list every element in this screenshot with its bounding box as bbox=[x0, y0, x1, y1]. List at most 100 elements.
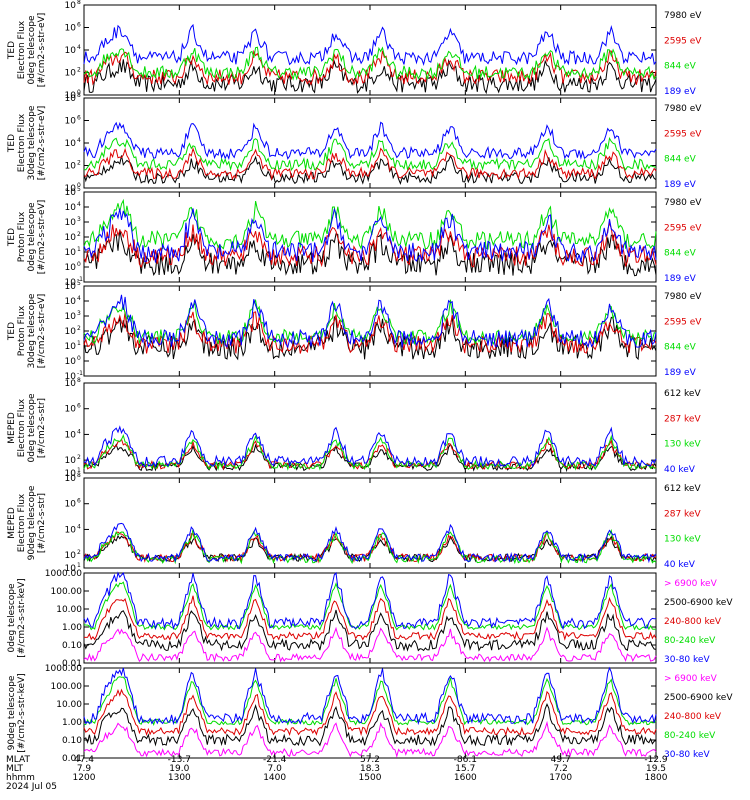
footer-tick-label: 1400 bbox=[263, 773, 286, 783]
legend-entry: 2500-6900 keV bbox=[664, 598, 733, 608]
series-line bbox=[83, 58, 657, 95]
legend-entry: 612 keV bbox=[664, 389, 701, 399]
y-tick-label: 10 4 bbox=[65, 295, 81, 307]
y-tick-label: 10 0 bbox=[65, 182, 81, 194]
svg-text:10: 10 bbox=[65, 500, 77, 510]
legend-entry: 240-800 keV bbox=[664, 712, 722, 722]
svg-text:0.10: 0.10 bbox=[62, 736, 82, 746]
y-tick-label: 10 4 bbox=[65, 137, 81, 149]
y-tick-label: 1.00 bbox=[62, 718, 82, 728]
panel-7: 0.01 0.10 1.00 10.00 100.00 1000.00 0deg teles… bbox=[7, 569, 733, 669]
footer-tick-label: 57.2 bbox=[360, 755, 380, 765]
svg-text:4: 4 bbox=[77, 137, 81, 144]
y-tick-label: 10 2 bbox=[65, 325, 81, 337]
footer-tick-label: 1500 bbox=[359, 773, 382, 783]
svg-text:3: 3 bbox=[77, 310, 81, 317]
svg-text:Electron Flux: Electron Flux bbox=[17, 20, 27, 79]
legend-entry: 7980 eV bbox=[664, 292, 702, 302]
svg-text:0.01: 0.01 bbox=[62, 659, 82, 669]
y-tick-label: 10 5 bbox=[65, 280, 81, 292]
y-axis-label: TED Proton Flux 0deg telescope [#/cm2-s-str… bbox=[7, 200, 47, 275]
series-line bbox=[83, 703, 657, 747]
svg-text:1000.00: 1000.00 bbox=[45, 569, 82, 579]
svg-text:10: 10 bbox=[65, 91, 77, 101]
svg-text:MEPED: MEPED bbox=[7, 507, 17, 539]
svg-text:10: 10 bbox=[65, 297, 77, 307]
plot-frame bbox=[83, 191, 657, 283]
svg-text:10: 10 bbox=[65, 162, 77, 172]
y-tick-label: 10 1 bbox=[65, 562, 81, 574]
footer-row-label: hhmm bbox=[6, 773, 35, 783]
y-tick-label: 10 -1 bbox=[65, 370, 84, 382]
svg-text:10: 10 bbox=[65, 24, 77, 34]
y-axis-label: TED Electron Flux 0deg telescope [#/cm2-s-s… bbox=[7, 13, 47, 88]
svg-text:2: 2 bbox=[77, 454, 81, 461]
svg-text:10: 10 bbox=[65, 233, 77, 243]
panel-8: 0.01 0.10 1.00 10.00 100.00 1000.00 90deg tele… bbox=[7, 664, 733, 764]
svg-text:2: 2 bbox=[77, 160, 81, 167]
svg-text:0deg telescope: 0deg telescope bbox=[27, 202, 37, 272]
y-tick-label: 10 4 bbox=[65, 44, 81, 56]
svg-text:1000.00: 1000.00 bbox=[45, 664, 82, 674]
legend-entry: 2500-6900 keV bbox=[664, 693, 733, 703]
y-tick-label: 10 8 bbox=[65, 472, 81, 484]
y-tick-label: 10.00 bbox=[56, 605, 82, 615]
y-tick-label: 0.01 bbox=[62, 754, 82, 764]
svg-text:10: 10 bbox=[65, 357, 77, 367]
svg-text:100.00: 100.00 bbox=[51, 587, 83, 597]
footer-tick-label: -13.7 bbox=[168, 755, 191, 765]
svg-text:30deg telescope: 30deg telescope bbox=[27, 105, 37, 180]
svg-text:10: 10 bbox=[65, 263, 77, 273]
svg-text:4: 4 bbox=[77, 44, 81, 51]
svg-text:0deg telescope: 0deg telescope bbox=[27, 393, 37, 463]
svg-text:Electron Flux: Electron Flux bbox=[17, 113, 27, 172]
y-tick-label: 10 4 bbox=[65, 201, 81, 213]
footer-tick-label: 19.0 bbox=[169, 764, 189, 774]
series-line bbox=[83, 23, 657, 67]
legend-entry: 7980 eV bbox=[664, 198, 702, 208]
series-line bbox=[83, 676, 657, 727]
series-line bbox=[83, 626, 657, 663]
svg-text:10: 10 bbox=[65, 46, 77, 56]
series-line bbox=[83, 121, 657, 161]
footer-tick-label: 18.3 bbox=[360, 764, 380, 774]
legend-entry: 80-240 keV bbox=[664, 731, 716, 741]
svg-text:0deg telescope: 0deg telescope bbox=[7, 583, 17, 653]
y-tick-label: 10 6 bbox=[65, 403, 81, 415]
svg-text:10: 10 bbox=[65, 94, 77, 104]
y-tick-label: 100.00 bbox=[51, 587, 83, 597]
y-tick-label: 10 4 bbox=[65, 523, 81, 535]
series-line bbox=[83, 294, 657, 349]
y-tick-label: 10 2 bbox=[65, 454, 81, 466]
y-tick-label: 100.00 bbox=[51, 682, 83, 692]
y-tick-label: 10 1 bbox=[65, 467, 81, 479]
legend-entry: 189 eV bbox=[664, 180, 697, 190]
svg-text:2: 2 bbox=[77, 67, 81, 74]
legend-entry: 30-80 keV bbox=[664, 750, 710, 760]
y-tick-label: 10 -1 bbox=[65, 276, 84, 288]
svg-text:1: 1 bbox=[77, 467, 81, 474]
svg-text:6: 6 bbox=[77, 22, 81, 29]
legend-entry: 130 keV bbox=[664, 440, 701, 450]
svg-text:10: 10 bbox=[65, 203, 77, 213]
svg-text:Proton Flux: Proton Flux bbox=[17, 305, 27, 356]
footer-tick-label: 7.9 bbox=[77, 764, 92, 774]
y-tick-label: 10 1 bbox=[65, 340, 81, 352]
svg-text:4: 4 bbox=[77, 295, 81, 302]
svg-text:10: 10 bbox=[65, 282, 77, 292]
y-tick-label: 10 3 bbox=[65, 310, 81, 322]
footer-tick-label: 49.7 bbox=[551, 755, 571, 765]
svg-text:2: 2 bbox=[77, 549, 81, 556]
series-line bbox=[83, 298, 657, 347]
y-tick-label: 10 8 bbox=[65, 92, 81, 104]
legend-entry: 2595 eV bbox=[664, 129, 702, 139]
y-tick-label: 1.00 bbox=[62, 623, 82, 633]
y-tick-label: 10 2 bbox=[65, 231, 81, 243]
y-tick-label: 10 6 bbox=[65, 22, 81, 34]
series-line bbox=[83, 207, 657, 263]
svg-text:1: 1 bbox=[77, 562, 81, 569]
y-tick-label: 1000.00 bbox=[45, 569, 82, 579]
